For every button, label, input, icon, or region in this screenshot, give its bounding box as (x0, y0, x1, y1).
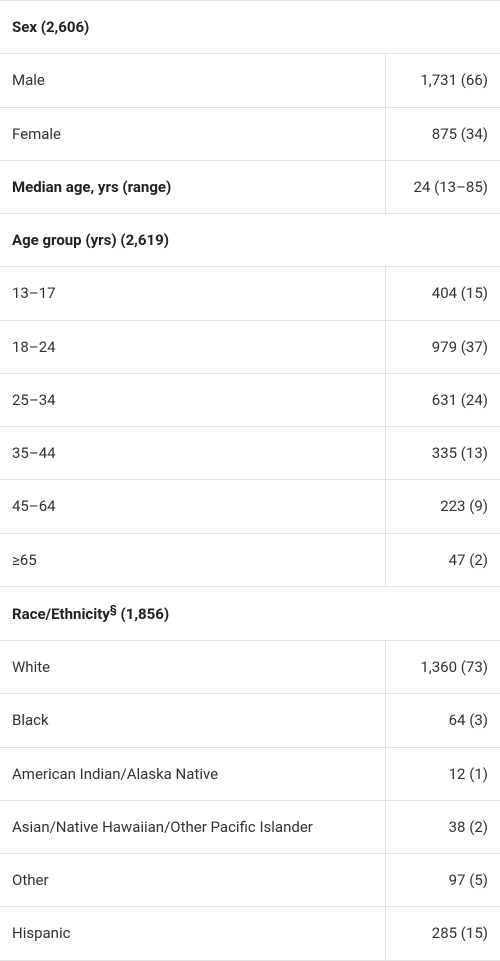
row-value: 1,731 (66) (385, 54, 500, 107)
table-row: White 1,360 (73) (0, 641, 500, 694)
table-row: 45–64 223 (9) (0, 480, 500, 533)
row-value: 64 (3) (385, 694, 500, 747)
row-value: 335 (13) (385, 427, 500, 480)
row-value: 875 (34) (385, 107, 500, 160)
row-value: 47 (2) (385, 533, 500, 586)
section-header-cell: Age group (yrs) (2,619) (0, 214, 500, 267)
row-label: White (0, 641, 385, 694)
row-value: 12 (1) (385, 747, 500, 800)
table-body: Sex (2,606) Male 1,731 (66) Female 875 (… (0, 1, 500, 961)
row-value: 285 (15) (385, 907, 500, 960)
row-value: 1,360 (73) (385, 641, 500, 694)
row-label: Male (0, 54, 385, 107)
row-label: 18–24 (0, 320, 385, 373)
row-value: 223 (9) (385, 480, 500, 533)
footnote-marker: § (110, 603, 117, 616)
row-label: 35–44 (0, 427, 385, 480)
row-label: Female (0, 107, 385, 160)
row-value: 404 (15) (385, 267, 500, 320)
section-header-race-ethnicity: Race/Ethnicity§ (1,856) (0, 586, 500, 640)
table-row: 13–17 404 (15) (0, 267, 500, 320)
table-row: ≥65 47 (2) (0, 533, 500, 586)
row-label: ≥65 (0, 533, 385, 586)
table-row: Hispanic 285 (15) (0, 907, 500, 960)
row-value: 979 (37) (385, 320, 500, 373)
row-label: 13–17 (0, 267, 385, 320)
row-label: 25–34 (0, 373, 385, 426)
row-label: Median age, yrs (range) (0, 160, 385, 213)
section-header-cell: Race/Ethnicity§ (1,856) (0, 586, 500, 640)
section-header-age-group: Age group (yrs) (2,619) (0, 214, 500, 267)
row-value: 631 (24) (385, 373, 500, 426)
row-label: Asian/Native Hawaiian/Other Pacific Isla… (0, 800, 385, 853)
section-header-sex: Sex (2,606) (0, 1, 500, 54)
row-value: 97 (5) (385, 854, 500, 907)
table-row: Black 64 (3) (0, 694, 500, 747)
table-row: Asian/Native Hawaiian/Other Pacific Isla… (0, 800, 500, 853)
table-row: Female 875 (34) (0, 107, 500, 160)
demographics-table: Sex (2,606) Male 1,731 (66) Female 875 (… (0, 0, 500, 961)
table-row: Male 1,731 (66) (0, 54, 500, 107)
table-row: 25–34 631 (24) (0, 373, 500, 426)
row-label: Other (0, 854, 385, 907)
row-label: Hispanic (0, 907, 385, 960)
row-value: 24 (13–85) (385, 160, 500, 213)
table-row: Other 97 (5) (0, 854, 500, 907)
section-header-cell: Sex (2,606) (0, 1, 500, 54)
row-label: Black (0, 694, 385, 747)
table-row: 18–24 979 (37) (0, 320, 500, 373)
row-label: American Indian/Alaska Native (0, 747, 385, 800)
median-age-row: Median age, yrs (range) 24 (13–85) (0, 160, 500, 213)
table-row: American Indian/Alaska Native 12 (1) (0, 747, 500, 800)
row-value: 38 (2) (385, 800, 500, 853)
table-row: 35–44 335 (13) (0, 427, 500, 480)
row-label: 45–64 (0, 480, 385, 533)
